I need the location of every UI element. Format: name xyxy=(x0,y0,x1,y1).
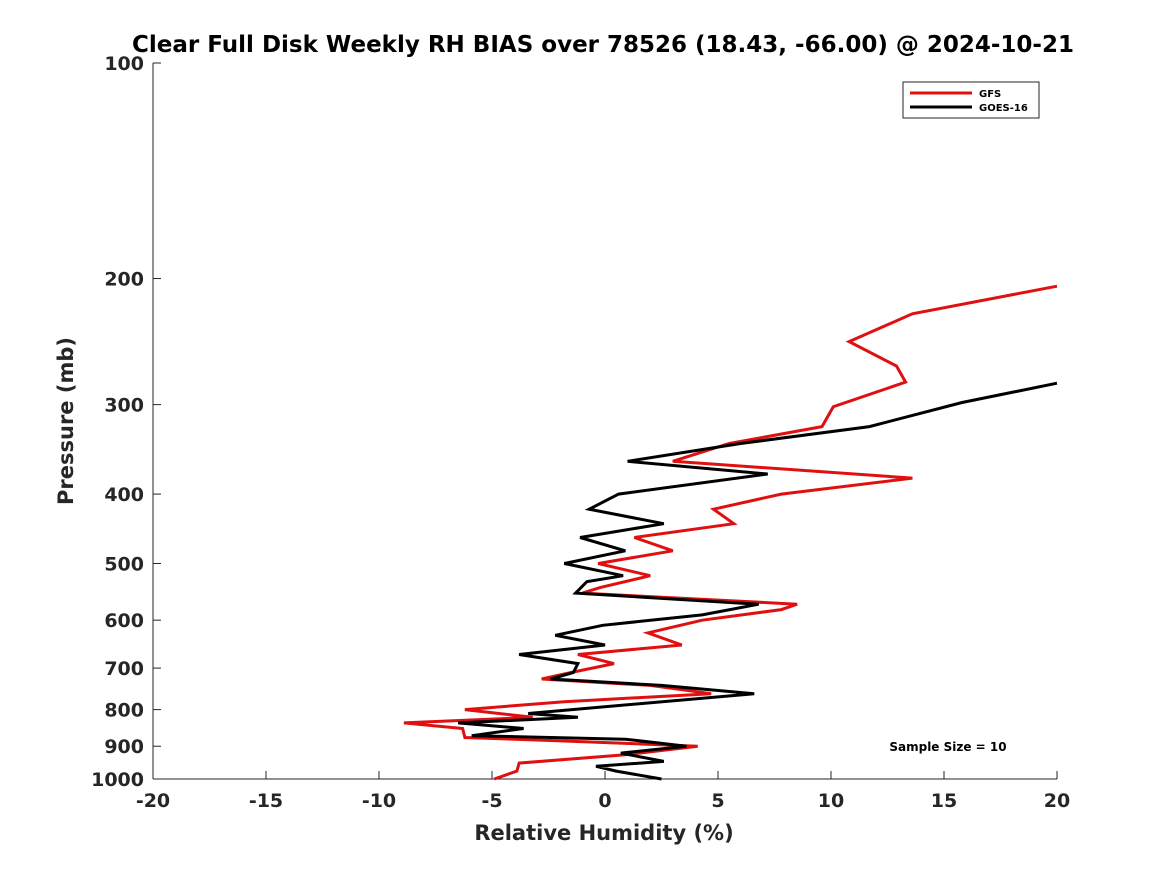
y-tick-label: 500 xyxy=(104,553,144,575)
x-tick-label: -10 xyxy=(362,790,396,812)
y-tick-label: 200 xyxy=(104,269,144,291)
y-tick-label: 100 xyxy=(104,53,144,75)
y-tick-label: 1000 xyxy=(91,769,144,791)
legend: GFS GOES-16 xyxy=(902,81,1040,119)
legend-label: GOES-16 xyxy=(979,103,1028,114)
x-axis-title: Relative Humidity (%) xyxy=(474,821,733,845)
y-tick-label: 700 xyxy=(104,658,144,680)
x-tick-label: 0 xyxy=(598,790,611,812)
x-tick-label: 5 xyxy=(711,790,724,812)
legend-label: GFS xyxy=(979,89,1001,100)
series-lines xyxy=(403,284,1058,781)
x-tick-label: -15 xyxy=(249,790,283,812)
x-tick-label: 20 xyxy=(1044,790,1070,812)
y-tick-label: 400 xyxy=(104,484,144,506)
x-tick-label: -20 xyxy=(136,790,170,812)
plot-area: -20 -15 -10 -5 0 5 10 15 20 100 200 300 400 500 600 70… xyxy=(91,53,1070,812)
y-axis-title: Pressure (mb) xyxy=(54,337,78,505)
y-tick-label: 900 xyxy=(104,736,144,758)
x-ticks: -20 -15 -10 -5 0 5 10 15 20 xyxy=(136,771,1070,812)
y-ticks: 100 200 300 400 500 600 700 800 900 1000 xyxy=(91,53,161,791)
legend-box xyxy=(902,81,1040,119)
series-line-goes-16 xyxy=(457,381,1058,781)
x-tick-label: -5 xyxy=(481,790,502,812)
chart-title: Clear Full Disk Weekly RH BIAS over 7852… xyxy=(132,32,1074,58)
series-line-gfs xyxy=(403,284,1058,781)
y-tick-label: 300 xyxy=(104,395,144,417)
y-tick-label: 600 xyxy=(104,610,144,632)
legend-items: GFS GOES-16 xyxy=(910,89,1028,114)
x-tick-label: 10 xyxy=(818,790,844,812)
sample-size-annotation: Sample Size = 10 xyxy=(889,740,1006,754)
x-tick-label: 15 xyxy=(931,790,957,812)
y-tick-label: 800 xyxy=(104,700,144,722)
